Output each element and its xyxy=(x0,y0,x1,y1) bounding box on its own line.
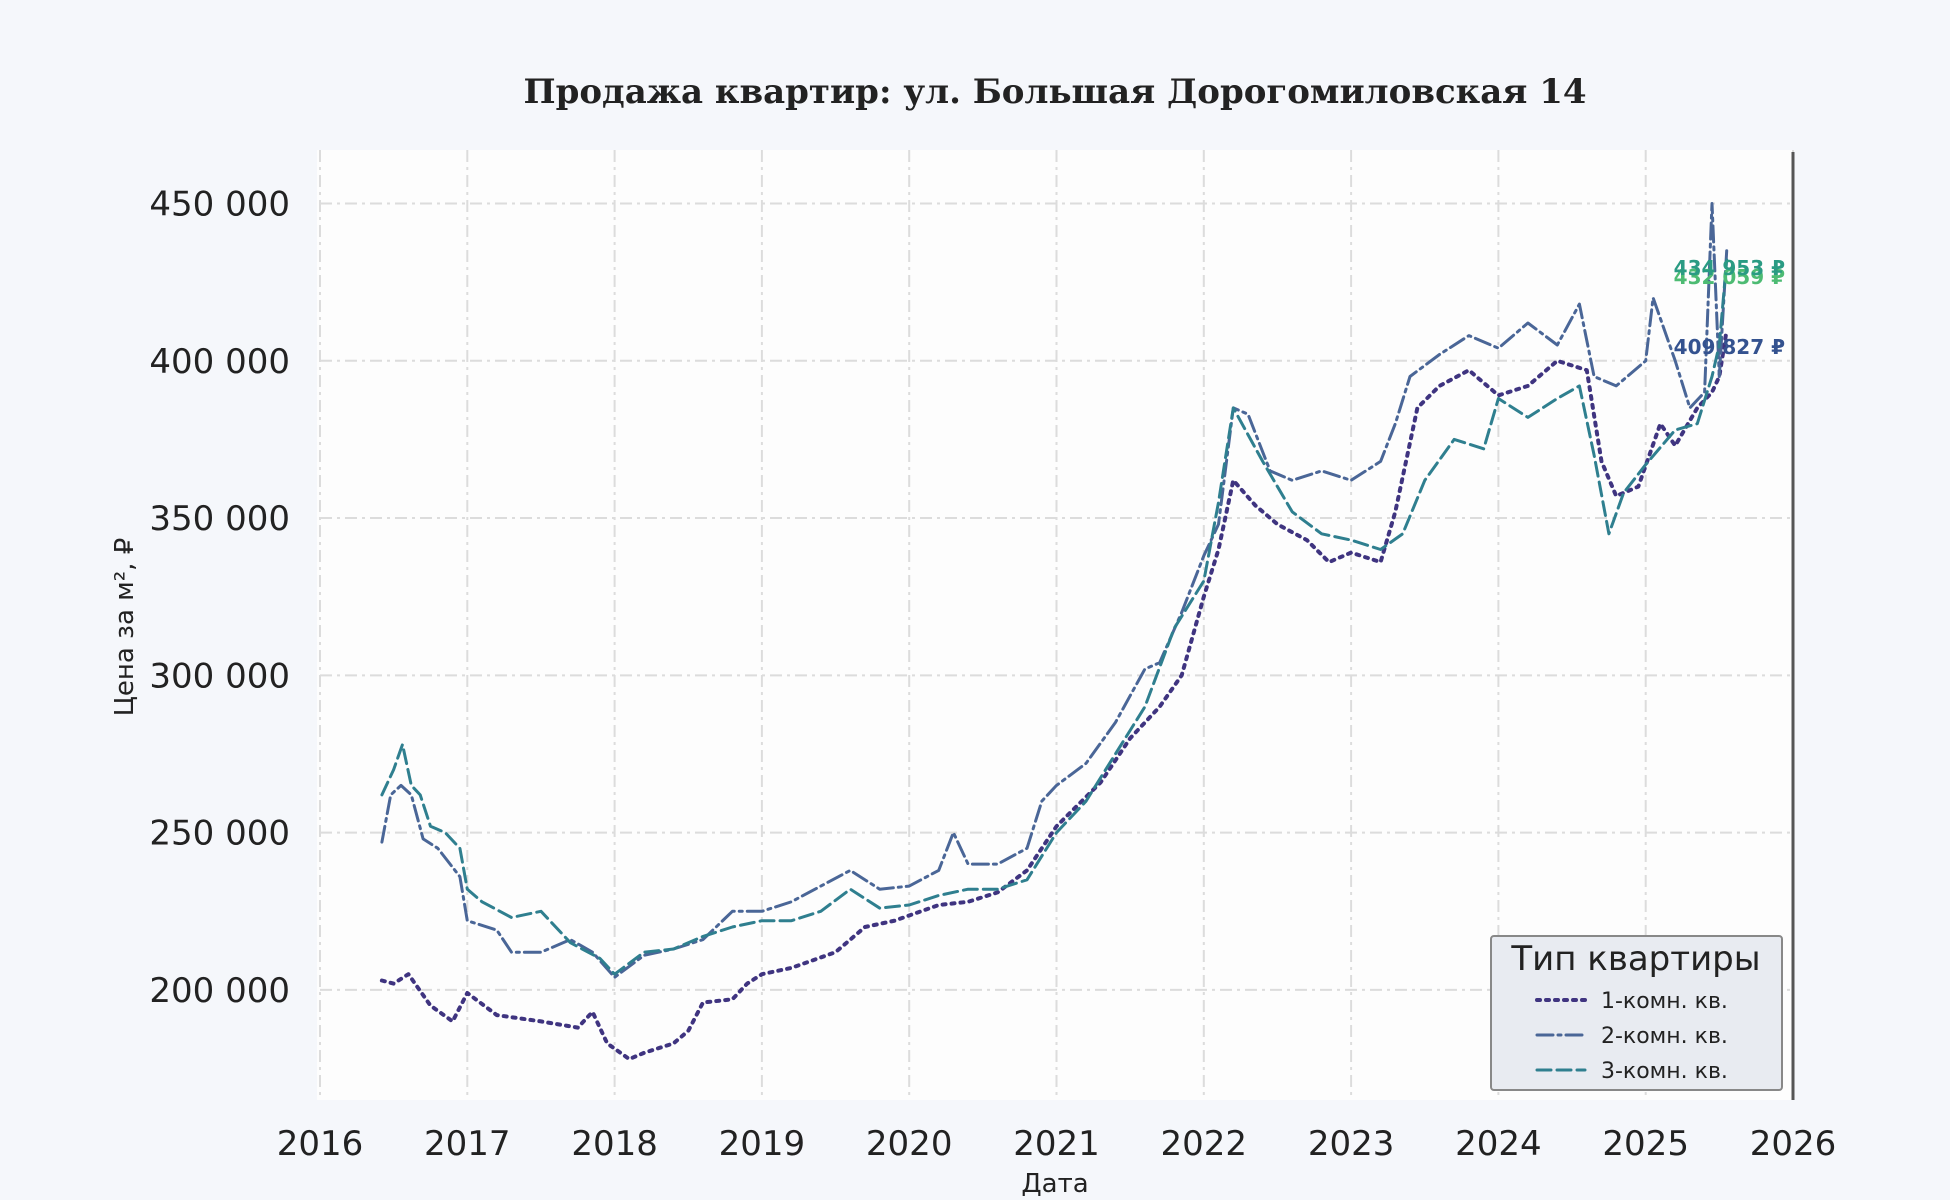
y-axis-ticks: 200 000 250 000 300 000 350 000 400 000 450 0… xyxy=(149,184,290,1010)
legend-items: 1-комн. кв. 2-комн. кв. 3-комн. кв. xyxy=(1535,989,1728,1084)
x-tick-label: 2024 xyxy=(1455,1124,1542,1164)
x-tick-label: 2020 xyxy=(866,1124,953,1164)
y-tick-label: 300 000 xyxy=(149,656,290,696)
y-tick-label: 350 000 xyxy=(149,499,290,539)
legend-entry-label: 1-комн. кв. xyxy=(1601,989,1728,1014)
x-tick-label: 2019 xyxy=(719,1124,806,1164)
x-tick-label: 2018 xyxy=(571,1124,658,1164)
x-tick-label: 2026 xyxy=(1750,1124,1837,1164)
y-tick-label: 200 000 xyxy=(149,971,290,1011)
y-tick-label: 400 000 xyxy=(149,342,290,382)
series-lines xyxy=(379,202,1729,1062)
x-tick-label: 2023 xyxy=(1308,1124,1395,1164)
x-tick-label: 2021 xyxy=(1013,1124,1100,1164)
x-tick-label: 2016 xyxy=(277,1124,364,1164)
legend-box xyxy=(1490,935,1783,1091)
end-labels: 432 059 ₽434 953 ₽ 409 827 ₽ xyxy=(1674,256,1785,359)
series-line-3 xyxy=(380,258,1729,976)
x-axis-ticks: 2016 2017 2018 2019 2020 2021 2022 2023 2024 2025… xyxy=(277,1124,1837,1164)
x-tick-label: 2025 xyxy=(1602,1124,1689,1164)
series-line-2 xyxy=(380,202,1729,979)
legend-entry-label: 3-комн. кв. xyxy=(1601,1059,1728,1084)
legend-entry-label: 2-комн. кв. xyxy=(1601,1024,1728,1049)
y-axis-label: Цена за м², ₽ xyxy=(110,538,140,717)
end-value-label: 434 953 ₽ xyxy=(1674,256,1785,280)
x-tick-label: 2022 xyxy=(1161,1124,1248,1164)
legend-title: Тип квартиры xyxy=(1510,939,1760,979)
legend: Тип квартиры 1-комн. кв. 2-комн. кв. 3-ком… xyxy=(1490,935,1783,1091)
end-value-label: 409 827 ₽ xyxy=(1674,335,1785,359)
x-axis-label: Дата xyxy=(1021,1169,1088,1199)
series-line-1 xyxy=(379,327,1729,1062)
chart-title: Продажа квартир: ул. Большая Дорогомилов… xyxy=(523,72,1586,112)
end-value-label: 432 059 ₽ xyxy=(1674,265,1785,289)
x-tick-label: 2017 xyxy=(424,1124,511,1164)
y-tick-label: 250 000 xyxy=(149,814,290,854)
y-tick-label: 450 000 xyxy=(149,184,290,224)
